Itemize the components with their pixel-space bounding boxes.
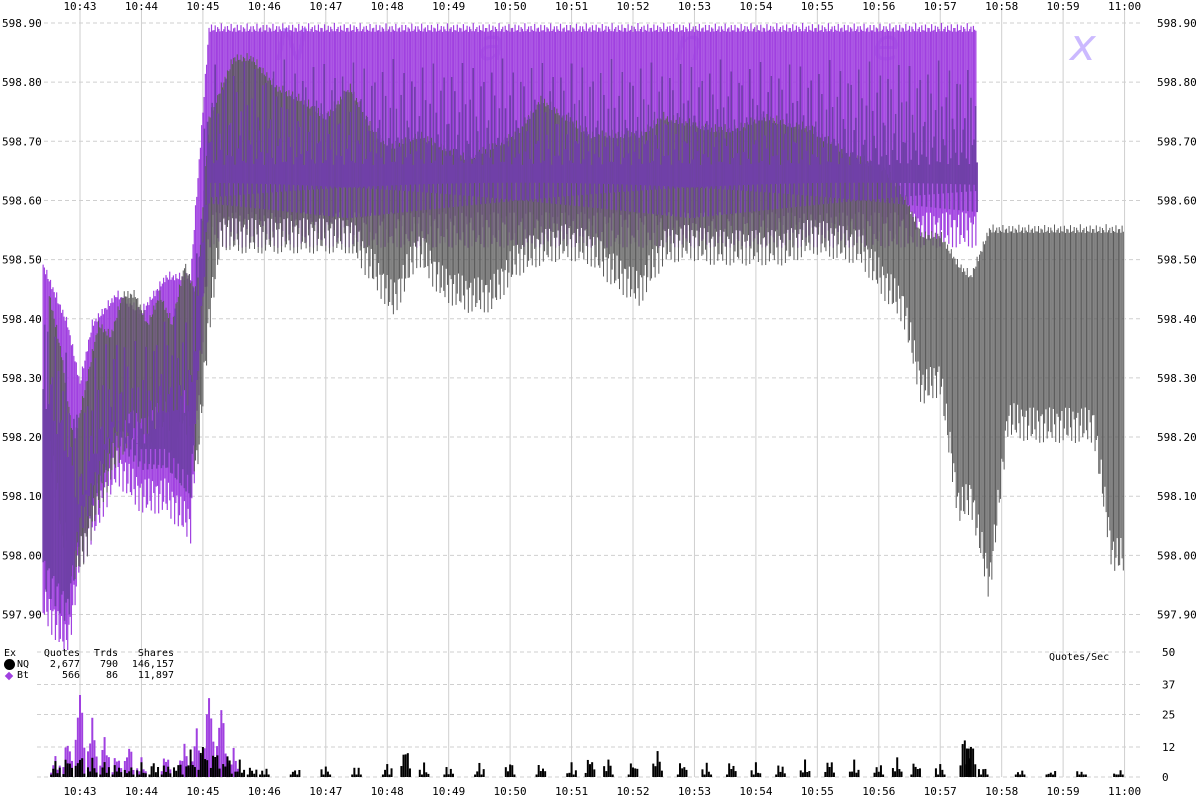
price-tick-left: 598.30 [2, 372, 42, 385]
price-tick-right: 598.90 [1157, 17, 1197, 30]
price-tick-right: 598.60 [1157, 194, 1197, 207]
time-tick-bottom: 10:55 [801, 785, 834, 798]
time-tick-top: 10:59 [1047, 0, 1080, 13]
time-tick-top: 10:47 [309, 0, 342, 13]
volume-tick: 37 [1162, 679, 1175, 692]
time-tick-bottom: 10:51 [555, 785, 588, 798]
legend-row-bt: Bt 566 86 11,897 [4, 670, 174, 681]
price-tick-right: 597.90 [1157, 609, 1197, 622]
time-tick-bottom: 11:00 [1108, 785, 1141, 798]
price-tick-left: 598.60 [2, 194, 42, 207]
price-axis-left: 598.90 598.80 598.70 598.60 598.50 598.40 598.… [2, 17, 42, 622]
time-tick-bottom: 10:45 [186, 785, 219, 798]
nq-quotes: 2,677 [49, 659, 80, 670]
time-tick-bottom: 10:46 [248, 785, 281, 798]
time-axis-top: 10:43 10:44 10:45 10:46 10:47 10:48 10:49 10:50… [63, 0, 1141, 13]
volume-tick: 50 [1162, 646, 1175, 659]
time-tick-top: 10:48 [371, 0, 404, 13]
price-tick-left: 598.80 [2, 76, 42, 89]
price-tick-right: 598.10 [1157, 490, 1197, 503]
time-tick-bottom: 10:59 [1047, 785, 1080, 798]
price-tick-left: 598.70 [2, 135, 42, 148]
time-tick-bottom: 10:48 [371, 785, 404, 798]
exchange-stats-legend: Ex Quotes Trds Shares NQ 2,677 790 146,1… [4, 648, 174, 681]
price-tick-left: 598.10 [2, 490, 42, 503]
time-tick-top: 10:56 [862, 0, 895, 13]
volume-tick: 25 [1162, 709, 1175, 722]
header-ex: Ex [4, 648, 17, 659]
volume-axis-label: Quotes/Sec [1049, 652, 1110, 663]
time-tick-bottom: 10:44 [125, 785, 158, 798]
price-axis-right: 598.90 598.80 598.70 598.60 598.50 598.40 598.… [1157, 17, 1197, 622]
volume-tick: 0 [1162, 771, 1169, 784]
price-tick-right: 598.80 [1157, 76, 1197, 89]
price-tick-left: 598.00 [2, 549, 42, 562]
bt-diamond-icon [4, 671, 14, 680]
time-tick-bottom: 10:47 [309, 785, 342, 798]
time-tick-top: 10:51 [555, 0, 588, 13]
price-tick-right: 598.40 [1157, 313, 1197, 326]
time-tick-top: 10:43 [63, 0, 96, 13]
price-tick-right: 598.30 [1157, 372, 1197, 385]
time-tick-top: 10:54 [739, 0, 772, 13]
time-tick-top: 10:53 [678, 0, 711, 13]
time-tick-top: 10:46 [248, 0, 281, 13]
time-tick-top: 11:00 [1108, 0, 1141, 13]
volume-bars [50, 694, 1124, 777]
time-axis-bottom: 10:43 10:44 10:45 10:46 10:47 10:48 10:49 10:50… [63, 785, 1141, 798]
header-trds: Trds [93, 648, 118, 659]
time-tick-bottom: 10:58 [985, 785, 1018, 798]
time-tick-bottom: 10:49 [432, 785, 465, 798]
time-tick-bottom: 10:56 [862, 785, 895, 798]
time-tick-top: 10:44 [125, 0, 158, 13]
bt-shares: 11,897 [137, 670, 174, 681]
time-tick-bottom: 10:54 [739, 785, 772, 798]
nq-ex: NQ [17, 659, 30, 670]
price-tick-left: 598.20 [2, 431, 42, 444]
price-tick-left: 598.50 [2, 254, 42, 267]
price-tick-left: 598.90 [2, 17, 42, 30]
bt-ex: Bt [17, 670, 30, 681]
time-tick-bottom: 10:52 [616, 785, 649, 798]
spread-bars [42, 23, 1124, 650]
price-tick-left: 597.90 [2, 609, 42, 622]
legend-row-nq: NQ 2,677 790 146,157 [4, 659, 174, 670]
header-quotes: Quotes [43, 648, 80, 659]
header-shares: Shares [137, 648, 174, 659]
bt-quotes: 566 [61, 670, 80, 681]
price-tick-right: 598.50 [1157, 254, 1197, 267]
nq-shares: 146,157 [131, 659, 174, 670]
volume-tick: 12 [1162, 741, 1175, 754]
bt-trds: 86 [105, 670, 118, 681]
legend-header-row: Ex Quotes Trds Shares [4, 648, 174, 659]
time-tick-top: 10:45 [186, 0, 219, 13]
price-tick-left: 598.40 [2, 313, 42, 326]
time-tick-bottom: 10:50 [494, 785, 527, 798]
price-tick-right: 598.70 [1157, 135, 1197, 148]
price-tick-right: 598.20 [1157, 431, 1197, 444]
time-tick-top: 10:55 [801, 0, 834, 13]
time-tick-top: 10:57 [924, 0, 957, 13]
time-tick-bottom: 10:57 [924, 785, 957, 798]
time-tick-bottom: 10:53 [678, 785, 711, 798]
time-tick-top: 10:49 [432, 0, 465, 13]
price-tick-right: 598.00 [1157, 549, 1197, 562]
time-tick-top: 10:58 [985, 0, 1018, 13]
volume-axis: 50 37 25 12 0 [1162, 646, 1175, 784]
time-tick-bottom: 10:43 [63, 785, 96, 798]
time-tick-top: 10:50 [494, 0, 527, 13]
time-tick-top: 10:52 [616, 0, 649, 13]
nq-dot-icon [4, 659, 15, 670]
nq-trds: 790 [99, 659, 118, 670]
